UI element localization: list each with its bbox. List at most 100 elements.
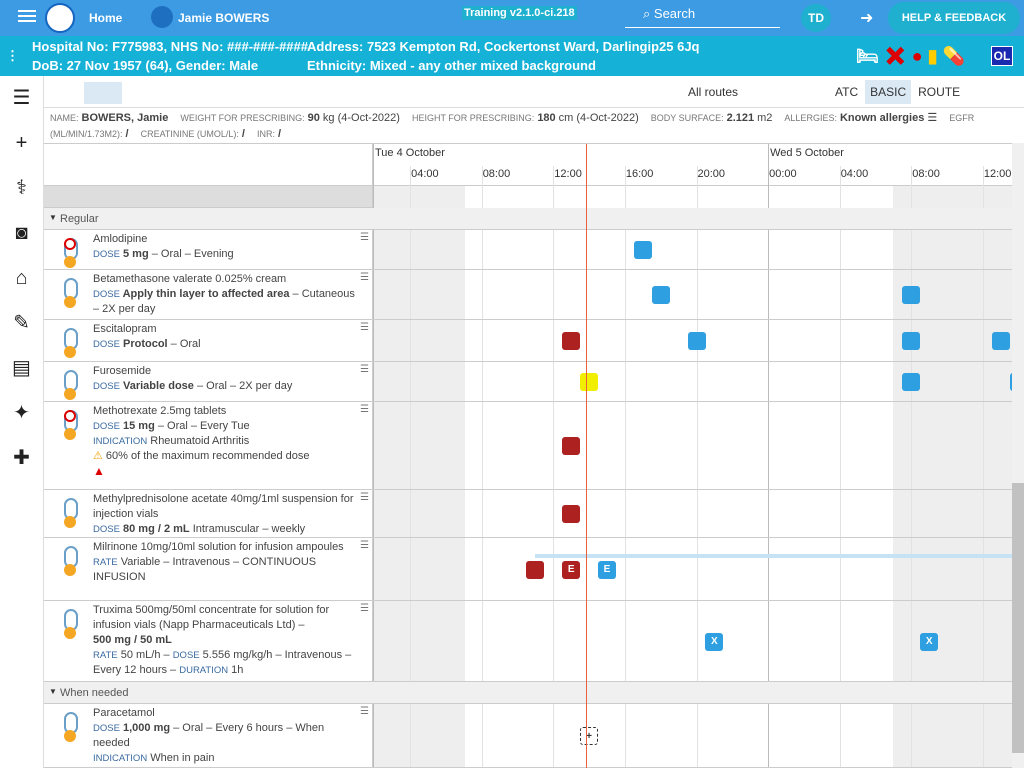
danger-icon: ▲ xyxy=(93,464,105,478)
dose-label: E xyxy=(567,563,575,575)
top-bar: Home Jamie BOWERS Training v2.1.0-ci.218… xyxy=(0,0,1024,36)
med-text-part: INDICATION xyxy=(93,436,148,447)
infusion-bar xyxy=(535,554,1012,558)
dose-marker[interactable] xyxy=(991,332,1010,350)
med-text-part: 5 mg xyxy=(119,248,149,260)
med-line: 500 mg / 50 mL xyxy=(93,633,357,648)
med-text-part: – Cutaneous – 2X per day xyxy=(93,288,355,315)
logout-icon[interactable]: ➜ xyxy=(860,10,874,27)
dose-marker[interactable]: + xyxy=(580,727,599,745)
patient-name[interactable]: Jamie BOWERS xyxy=(178,11,270,25)
view-button[interactable]: ROUTE xyxy=(918,85,961,99)
grid-line xyxy=(481,166,483,768)
med-text: Methotrexate 2.5mg tablets DOSE 15 mg – O… xyxy=(93,404,357,479)
menu-icon[interactable] xyxy=(18,10,36,12)
row-menu[interactable]: ☰ xyxy=(360,540,369,551)
med-line: INDICATION Rheumatoid Arthritis xyxy=(93,434,357,449)
help-button[interactable]: HELP & FEEDBACK xyxy=(888,2,1020,34)
dose-marker[interactable] xyxy=(651,286,670,304)
home[interactable]: Home xyxy=(89,11,123,25)
route-dot xyxy=(64,256,76,268)
row-menu[interactable]: ☰ xyxy=(360,364,369,375)
row-menu[interactable]: ☰ xyxy=(360,404,369,415)
med-text: Betamethasone valerate 0.025% cream DOSE … xyxy=(93,272,357,317)
user-initials[interactable]: TD xyxy=(801,4,831,32)
search[interactable]: ⌕ Search xyxy=(625,6,780,28)
day-label: Tue 4 October xyxy=(375,147,445,159)
row-menu[interactable]: ☰ xyxy=(360,272,369,283)
dose-label: X xyxy=(925,635,933,647)
dose-marker[interactable]: X xyxy=(920,632,939,651)
med-text-part: Intramuscular – weekly xyxy=(189,523,306,535)
dose-marker[interactable] xyxy=(562,332,581,350)
med-line: RATE Variable – Intravenous – CONTINUOUS… xyxy=(93,555,357,585)
info-item: ALLERGIES: Known allergies ☰ xyxy=(784,112,937,124)
dose-marker[interactable] xyxy=(580,373,599,391)
med-text-part: Escitalopram xyxy=(93,323,157,335)
row-menu[interactable]: ☰ xyxy=(360,322,369,333)
section-header: Regular xyxy=(44,208,1012,230)
scrollbar[interactable] xyxy=(1012,143,1024,768)
dose-marker[interactable]: X xyxy=(705,632,724,651)
view-button[interactable]: ATC xyxy=(835,85,859,99)
hour-label: 12:00 xyxy=(554,168,582,180)
med-text-part: Protocol xyxy=(119,338,168,350)
view-toggle[interactable] xyxy=(84,82,122,104)
dose-marker[interactable] xyxy=(562,437,581,455)
med-text-part: – Oral – Evening xyxy=(148,248,234,260)
dose-marker[interactable] xyxy=(902,286,921,304)
row-menu[interactable]: ☰ xyxy=(360,232,369,243)
grid-line xyxy=(553,166,555,768)
view-button[interactable]: BASIC xyxy=(865,80,912,104)
dose-marker[interactable] xyxy=(902,332,921,350)
route-dot xyxy=(64,346,76,358)
info-item: CREATININE (UMOL/L): / xyxy=(141,128,245,140)
row-border xyxy=(44,269,1012,270)
ids: Hospital No: F775983, NHS No: ###-###-##… xyxy=(32,39,308,54)
med-text: Escitalopram DOSE Protocol – Oral xyxy=(93,322,357,352)
grid-line xyxy=(410,166,412,768)
med-text-part: 1,000 mg xyxy=(119,722,171,734)
row xyxy=(44,186,372,208)
info-item: HEIGHT FOR PRESCRIBING: 180 cm (4-Oct-2022… xyxy=(412,112,639,124)
med-text-part: DOSE xyxy=(93,289,120,300)
row-menu[interactable]: ☰ xyxy=(360,492,369,503)
info-label: NAME: xyxy=(50,113,79,123)
med-text-part: RATE xyxy=(93,650,118,661)
info-item: NAME: BOWERS, Jamie xyxy=(50,112,168,124)
alert-dot xyxy=(64,410,76,422)
row-menu[interactable]: ☰ xyxy=(360,603,369,614)
dose-marker[interactable] xyxy=(687,332,706,350)
now-line xyxy=(586,144,588,768)
dose-marker[interactable]: E xyxy=(562,560,581,579)
med-line: 60% of the maximum recommended dose xyxy=(93,449,357,464)
med-line: RATE 50 mL/h – DOSE 5.556 mg/kg/h – Intr… xyxy=(93,648,357,678)
alert-dot xyxy=(64,238,76,250)
info-label: WEIGHT FOR PRESCRIBING: xyxy=(180,113,305,123)
med-line: DOSE Variable dose – Oral – 2X per day xyxy=(93,379,357,394)
logo xyxy=(45,3,75,33)
med-text-part: DOSE xyxy=(93,723,120,734)
med-text-part: – Oral – Every 6 hours – When needed xyxy=(93,722,325,749)
dose-marker[interactable] xyxy=(526,560,545,579)
info-note: cm (4-Oct-2022) xyxy=(558,112,639,124)
dose-marker[interactable] xyxy=(633,241,652,259)
med-text: Methylprednisolone acetate 40mg/1ml susp… xyxy=(93,492,357,537)
med-text: Paracetamol DOSE 1,000 mg – Oral – Every … xyxy=(93,706,357,766)
med-line: Methotrexate 2.5mg tablets xyxy=(93,404,357,419)
med-text-part: RATE xyxy=(93,557,118,568)
med-text: Furosemide DOSE Variable dose – Oral – 2X… xyxy=(93,364,357,394)
dose-marker[interactable] xyxy=(562,505,581,523)
med-text-part: DURATION xyxy=(179,665,229,676)
hour-label: 20:00 xyxy=(697,168,726,180)
info-note: m2 xyxy=(757,112,773,124)
row-menu[interactable]: ☰ xyxy=(360,706,369,717)
info-value: 2.121 xyxy=(726,112,755,124)
routes-select[interactable]: All routes xyxy=(688,85,739,99)
med-line: Milrinone 10mg/10ml solution for infusio… xyxy=(93,540,357,555)
row-border xyxy=(44,600,1012,601)
med-line: DOSE 80 mg / 2 mL Intramuscular – weekly xyxy=(93,522,357,537)
dose-marker[interactable] xyxy=(902,373,921,391)
dose-marker[interactable]: E xyxy=(598,560,616,579)
dose-marker[interactable] xyxy=(1009,373,1012,391)
